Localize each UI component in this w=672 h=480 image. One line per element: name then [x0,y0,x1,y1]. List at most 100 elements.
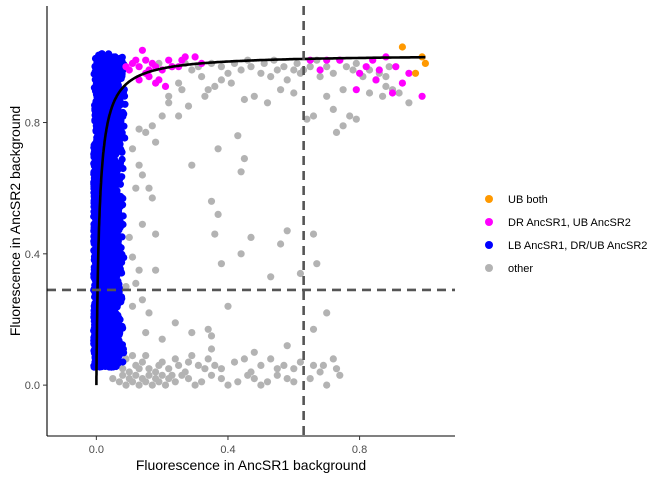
data-point [352,86,360,94]
data-point [362,63,370,71]
data-point [138,358,146,366]
data-point [107,262,115,270]
data-point [267,73,275,81]
legend: UB both DR AncSR1, UB AncSR2 LB AncSR1, DR… [485,194,647,275]
data-point [207,332,216,340]
data-point [158,112,166,120]
data-point [240,355,248,363]
data-point [178,86,186,94]
data-point [115,164,124,172]
data-point [118,155,126,163]
data-point [142,378,150,386]
data-point [198,378,206,386]
data-point [382,82,390,90]
data-point [392,63,400,71]
data-point [398,43,406,51]
data-point [101,176,109,184]
data-point [99,338,107,346]
data-point [309,361,318,369]
data-point [283,76,291,84]
data-point [349,66,357,74]
data-point [181,53,189,61]
data-point [165,56,173,64]
data-point [306,63,314,71]
data-point [128,378,137,386]
data-point [207,345,216,353]
data-point [135,161,143,169]
data-point [280,63,288,71]
data-point [122,283,130,291]
data-point [342,63,350,71]
data-point [290,66,298,74]
data-point [90,327,98,335]
data-point [204,355,212,363]
data-point [125,368,133,376]
data-point [155,361,163,369]
data-point [398,79,406,87]
data-point [296,269,304,278]
data-point [105,218,113,227]
data-point [135,266,143,274]
legend-swatch [485,241,493,249]
data-point [119,371,127,379]
data-point [155,378,163,386]
data-point [138,46,146,54]
data-point [329,105,337,113]
data-point [339,122,347,130]
data-point [108,277,116,285]
series-other [109,56,413,389]
data-point [290,365,298,373]
data-point [352,59,360,67]
data-point [306,375,314,383]
data-point [142,128,150,136]
data-point [152,79,160,87]
data-point [100,66,108,74]
data-point [290,378,298,386]
data-point [260,59,268,67]
data-point [125,233,133,241]
legend-item: other [485,263,533,275]
data-point [237,168,245,176]
data-point [188,161,196,169]
data-point [283,342,291,350]
data-point [98,231,106,239]
data-point [135,125,143,133]
data-point [211,82,219,90]
data-point [138,220,146,228]
data-point [257,381,265,389]
data-point [204,325,212,333]
data-point [188,66,196,74]
fit-curve [95,55,426,386]
x-tick-label: 0.8 [352,444,367,456]
data-point [148,194,156,202]
data-point [158,371,166,379]
data-point [217,76,225,84]
data-point [120,110,128,118]
data-point [125,66,133,74]
data-point [132,184,140,192]
data-point [247,233,255,241]
data-point [224,69,232,77]
data-point [91,141,99,149]
data-point [214,210,222,218]
plot-area [47,6,455,436]
data-point [165,99,173,107]
data-point [211,361,219,369]
data-point [108,159,116,167]
data-point [303,115,311,123]
data-point [100,188,108,196]
data-point [111,136,119,144]
data-point [405,99,413,107]
data-point [114,250,122,258]
legend-label: UB both [508,194,548,206]
data-point [145,184,153,192]
legend-label: LB AncSR1, DR/UB AncSR2 [508,240,647,252]
data-point [148,381,156,389]
data-point [309,230,318,238]
x-axis-title: Fluorescence in AncSR1 background [136,457,366,473]
data-point [90,232,98,241]
tick-marks: 0.0 0.4 0.8 0.0 0.4 0.8 [25,118,368,456]
data-point [382,73,390,81]
data-point [184,375,193,383]
